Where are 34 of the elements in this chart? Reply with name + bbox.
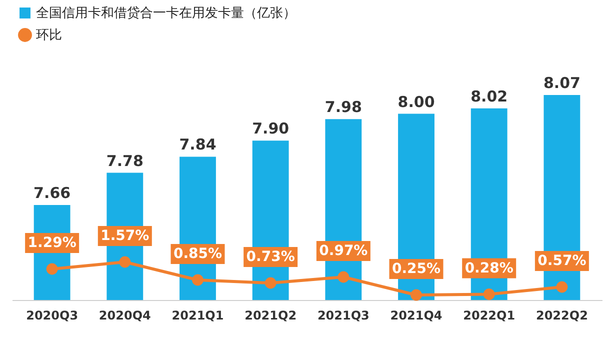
data-label: 0.28% [464,260,514,276]
point [264,277,276,289]
point [483,288,495,300]
data-label: 8.07 [543,74,580,92]
point [338,271,350,283]
data-label: 7.84 [179,136,216,154]
x-tick-label: 2021Q1 [172,308,224,322]
x-tick-label: 2022Q1 [463,308,516,322]
point [119,256,131,268]
data-label: 1.57% [100,228,150,244]
point [410,289,422,301]
data-label: 7.78 [106,152,144,170]
data-label: 7.90 [252,120,290,138]
legend-label: 全国信用卡和借贷合一卡在用发卡量（亿张） [36,6,296,21]
data-label: 0.57% [538,253,586,269]
legend-label: 环比 [36,28,62,43]
point [46,263,58,275]
point [192,274,204,286]
data-label: 8.00 [398,92,435,111]
data-label: 0.73% [246,249,295,265]
x-tick-label: 2020Q3 [26,308,78,322]
data-label: 8.02 [470,87,508,106]
x-tick-label: 2021Q3 [317,308,370,322]
data-label: 7.98 [324,98,362,116]
x-tick-label: 2022Q2 [536,308,588,322]
point [556,281,568,293]
data-label: 0.25% [392,261,441,277]
data-label: 0.97% [319,243,368,259]
x-tick-label: 2021Q4 [390,308,442,322]
data-label: 7.66 [34,184,71,202]
x-tick-label: 2020Q4 [98,308,151,322]
x-tick-label: 2021Q2 [244,308,297,322]
data-label: 1.29% [28,235,76,251]
data-label: 0.85% [173,246,222,262]
